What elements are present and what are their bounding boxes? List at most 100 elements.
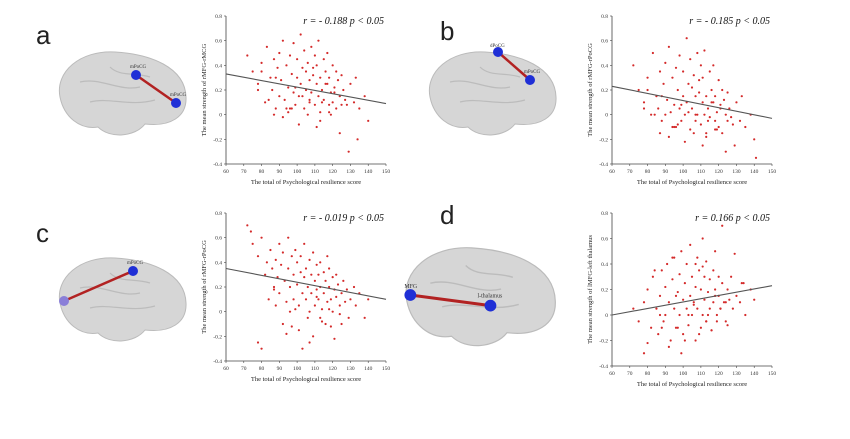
data-point bbox=[703, 298, 706, 301]
x-tick-label: 140 bbox=[364, 366, 373, 372]
x-tick-label: 150 bbox=[382, 169, 391, 175]
data-point bbox=[278, 51, 281, 55]
x-tick-label: 110 bbox=[697, 371, 705, 377]
brain-sulcus bbox=[79, 272, 156, 310]
x-tick-label: 110 bbox=[311, 169, 319, 175]
data-point bbox=[683, 140, 686, 143]
x-axis-label: The total of Psychological resilience sc… bbox=[637, 381, 747, 388]
data-point bbox=[342, 88, 345, 92]
data-point bbox=[320, 308, 324, 311]
data-point bbox=[310, 91, 313, 94]
data-point bbox=[344, 98, 347, 101]
data-point bbox=[738, 301, 742, 304]
connection-edge-a bbox=[135, 73, 177, 105]
data-point bbox=[685, 37, 688, 40]
data-point bbox=[651, 275, 654, 278]
data-point bbox=[696, 51, 699, 55]
x-tick-label: 150 bbox=[768, 169, 777, 175]
data-point bbox=[322, 58, 325, 61]
data-point bbox=[315, 295, 318, 298]
data-point bbox=[303, 276, 306, 279]
data-point bbox=[290, 107, 293, 110]
data-point bbox=[701, 144, 704, 147]
x-tick-label: 90 bbox=[663, 371, 669, 377]
data-point bbox=[678, 107, 681, 110]
data-point bbox=[294, 248, 297, 252]
data-point bbox=[276, 276, 279, 279]
data-point bbox=[664, 113, 667, 116]
data-point bbox=[646, 88, 649, 92]
data-point bbox=[715, 313, 718, 317]
data-point bbox=[333, 86, 336, 89]
data-point bbox=[671, 278, 674, 281]
data-point bbox=[653, 113, 656, 116]
data-point bbox=[290, 255, 293, 258]
data-point bbox=[317, 298, 320, 301]
data-point bbox=[735, 101, 738, 104]
connection-edge-c bbox=[63, 269, 134, 303]
y-tick-label: 0.4 bbox=[215, 260, 222, 266]
x-tick-label: 140 bbox=[364, 169, 373, 175]
data-point bbox=[288, 54, 292, 57]
data-point bbox=[637, 320, 640, 323]
x-tick-label: 80 bbox=[645, 169, 651, 175]
data-point bbox=[347, 316, 350, 319]
y-tick-label: 0.4 bbox=[601, 63, 608, 69]
data-point bbox=[256, 88, 260, 92]
data-point bbox=[352, 285, 356, 289]
data-point bbox=[721, 224, 724, 227]
x-axis-label: The total of Psychological resilience sc… bbox=[251, 179, 361, 186]
data-point bbox=[658, 313, 662, 317]
node-label-d-2: l-thalamus bbox=[478, 293, 504, 299]
node-label-b-1: dPoCG bbox=[490, 44, 505, 49]
data-point bbox=[276, 66, 279, 69]
y-tick-label: -0.4 bbox=[213, 359, 222, 365]
data-point bbox=[714, 128, 717, 131]
data-point bbox=[687, 82, 690, 85]
x-tick-label: 110 bbox=[697, 169, 705, 175]
brain-sulcus bbox=[430, 265, 519, 309]
data-point bbox=[280, 263, 283, 266]
data-point bbox=[660, 119, 663, 122]
data-point bbox=[306, 316, 309, 319]
data-point bbox=[726, 119, 729, 122]
panel-letter-b: b bbox=[440, 16, 455, 46]
p-value: p < 0.05 bbox=[349, 213, 384, 224]
data-point bbox=[256, 255, 260, 258]
panel-letter-c: c bbox=[36, 218, 49, 248]
data-point bbox=[324, 70, 327, 73]
data-point bbox=[272, 288, 276, 291]
data-point bbox=[726, 324, 729, 327]
data-point bbox=[721, 132, 724, 135]
data-point bbox=[674, 326, 678, 329]
data-point bbox=[701, 101, 704, 104]
y-tick-label: 0.8 bbox=[601, 14, 608, 20]
brain-sulcus bbox=[79, 66, 156, 104]
data-point bbox=[292, 298, 295, 301]
data-point bbox=[349, 298, 352, 301]
data-point bbox=[301, 66, 304, 69]
data-point bbox=[260, 61, 263, 64]
data-point bbox=[701, 237, 704, 240]
x-tick-label: 130 bbox=[732, 169, 741, 175]
data-point bbox=[315, 263, 318, 266]
data-point bbox=[285, 300, 288, 303]
data-point bbox=[667, 301, 670, 304]
data-point bbox=[272, 58, 276, 61]
data-point bbox=[674, 125, 678, 129]
correlation-annotation: r = - 0.019 p < 0.05 bbox=[303, 213, 384, 224]
data-point bbox=[687, 111, 690, 114]
data-point bbox=[315, 125, 318, 129]
data-point bbox=[283, 98, 286, 101]
data-point bbox=[731, 123, 734, 126]
data-point bbox=[689, 58, 692, 61]
data-point bbox=[682, 298, 685, 301]
data-point bbox=[301, 347, 304, 350]
data-point bbox=[680, 119, 683, 122]
data-point bbox=[281, 116, 284, 119]
data-point bbox=[317, 95, 320, 98]
data-point bbox=[689, 294, 692, 297]
data-point bbox=[722, 301, 726, 304]
data-point bbox=[666, 98, 669, 101]
data-point bbox=[292, 91, 295, 94]
